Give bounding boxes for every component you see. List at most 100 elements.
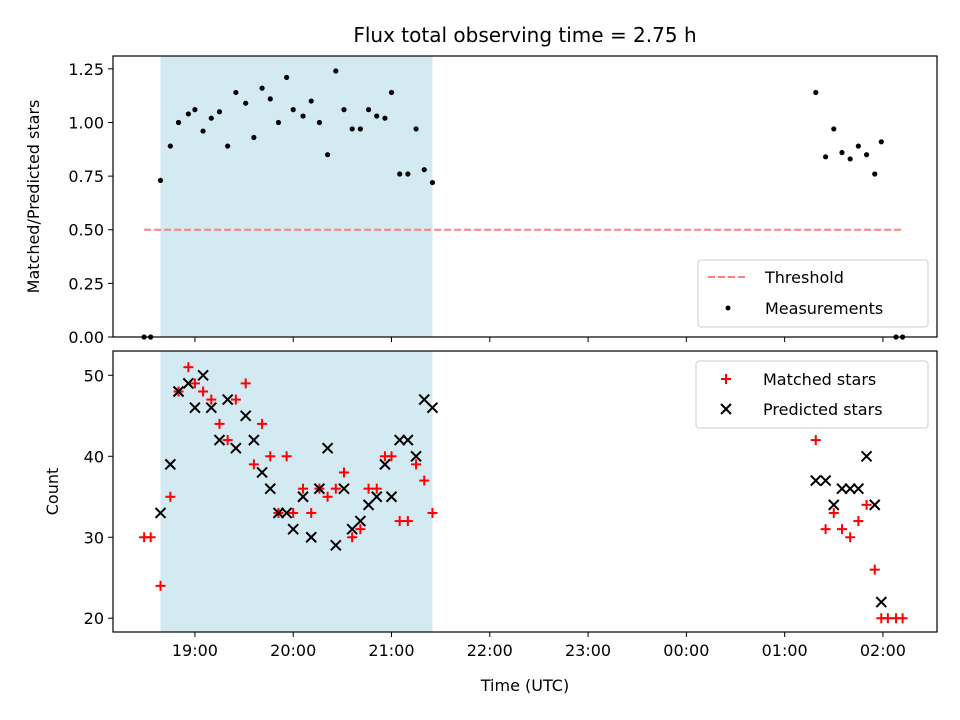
predicted-star-point [221,393,234,406]
measurement-point [878,139,884,145]
predicted-star-point [205,401,217,414]
x-marker-b [418,393,430,406]
matched-star-point [338,467,349,478]
measurement-point [855,143,861,149]
x-tick-label: 23:00 [565,641,611,660]
bottom-panel: 20 30 40 50 19:00 20:00 21:00 22:00 23:00 00:00 0… [43,350,938,695]
matched-star-point [330,483,341,494]
matched-star-point [386,451,397,462]
measurement-point [243,100,249,106]
predicted-star-point [230,442,242,454]
x-marker-b [354,515,367,527]
x-marker-b [154,507,167,519]
x-marker-b [172,385,185,398]
predicted-star-point [393,434,406,446]
x-marker-b [852,482,865,495]
predicted-star-point [852,482,865,495]
predicted-star-point [402,434,414,446]
top-y-tick-label: 1.25 [68,60,104,79]
top-legend: Threshold Measurements [697,259,929,328]
predicted-star-point [330,539,342,552]
x-marker-b [844,482,856,495]
measurement-point [157,177,164,184]
matched-star-point [322,491,333,502]
matched-star-point [402,516,413,527]
x-marker-b [828,499,840,511]
measurement-point [192,107,198,113]
top-points-layer [141,68,906,340]
matched-star-point [298,483,309,494]
predicted-star-point [213,434,226,446]
x-marker-b [338,482,350,495]
measurement-point [847,156,853,162]
x-marker-b [379,458,391,471]
predicted-star-point [875,596,888,608]
matched-star-point [869,564,880,575]
matched-star-point [145,532,156,543]
measurement-point [251,134,257,141]
x-marker-b [213,434,226,446]
bottom-y-tick-label: 40 [84,447,104,466]
measurement-point [316,119,323,126]
x-marker-b [230,442,242,454]
measurement-point [397,171,403,177]
measurement-point [831,126,837,132]
predicted-star-point [256,466,268,479]
predicted-star-point [828,499,840,511]
x-tick-label: 01:00 [762,641,808,660]
bottom-y-tick-label: 50 [84,366,104,385]
x-marker-b [256,466,268,479]
measurement-point [872,171,878,177]
predicted-star-point [264,482,276,495]
top-observing-window [160,56,433,337]
matched-star-point [371,483,382,494]
x-marker-b [313,482,326,495]
matched-star-point [248,459,259,470]
x-tick-label: 21:00 [368,641,414,660]
matched-star-point [265,451,276,462]
matched-star-point [411,459,422,470]
x-marker-b [819,474,832,487]
matched-star-point [206,394,217,405]
measurement-point [325,152,331,158]
measurement-point [349,126,355,132]
measurement-point [308,98,314,104]
matched-star-point [198,386,209,397]
legend-matched-label: Matched stars [763,370,876,389]
measurement-point [374,113,380,119]
x-marker-b [287,523,299,535]
matched-star-point [165,491,176,502]
x-tick-label: 00:00 [663,641,709,660]
x-marker-b [189,401,201,414]
predicted-star-point [189,401,201,414]
matched-star-point [853,516,864,527]
measurement-point [175,119,182,126]
measurement-point [341,107,347,113]
predicted-star-point [338,482,350,495]
predicted-star-point [154,507,167,519]
measurement-point [233,89,239,96]
measurement-point [388,89,395,96]
x-marker-b [239,410,252,422]
predicted-star-point [836,482,848,495]
bottom-x-axis: 19:00 20:00 21:00 22:00 23:00 00:00 01:00 02:00 [172,632,906,660]
bottom-y-axis-label: Count [43,468,62,516]
top-chart-title: Flux total observing time = 2.75 h [353,23,696,47]
matched-star-point [419,475,430,486]
legend-plus-glyph [721,374,731,384]
x-marker-b [205,401,217,414]
matched-star-point [240,378,251,389]
measurement-point [167,143,173,149]
measurement-point [216,109,223,115]
x-tick-label: 20:00 [270,641,316,660]
measurement-point [382,115,388,121]
x-marker-b [321,442,334,454]
predicted-star-point [379,458,391,471]
x-marker-b [860,450,873,462]
matched-star-point [257,418,268,429]
top-x-axis-ticks [194,337,884,342]
matched-star-point [230,394,241,405]
x-tick-label: 19:00 [172,641,218,660]
